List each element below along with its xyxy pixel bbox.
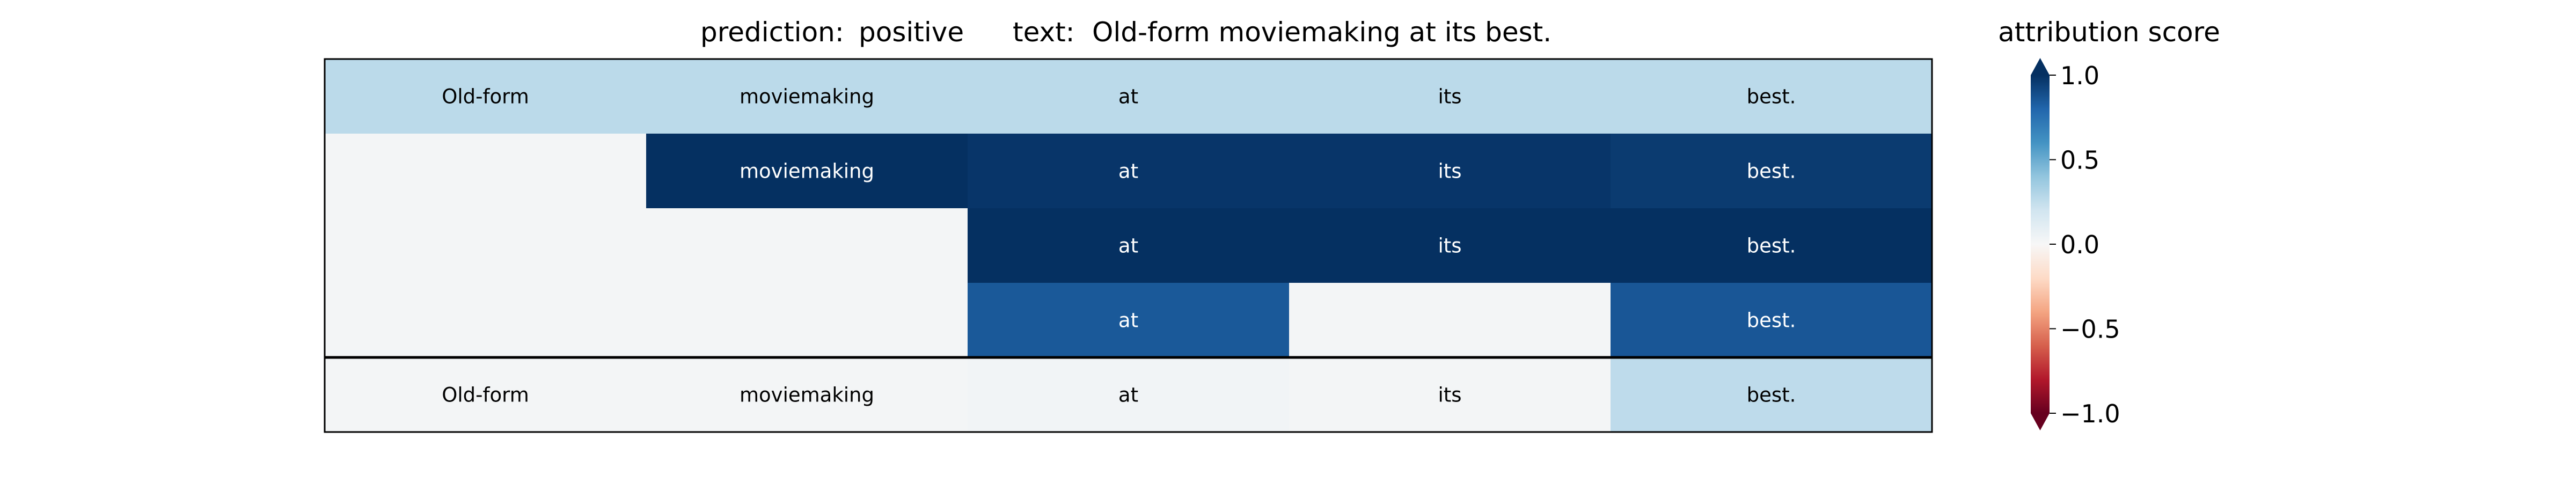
heatmap-cell (1289, 283, 1611, 358)
heatmap-cell-label: its (1438, 160, 1461, 183)
heatmap-cell-label: at (1118, 85, 1138, 108)
heatmap-cell (325, 208, 647, 283)
colorbar-extend-top (2031, 58, 2050, 75)
heatmap-cell-label: Old-form (442, 384, 529, 407)
colorbar-tick-label: 0.5 (2060, 146, 2099, 175)
heatmap-cell-label: best. (1747, 160, 1796, 183)
heatmap-cell-label: at (1118, 384, 1138, 407)
colorbar-tick-label: 1.0 (2060, 61, 2099, 90)
heatmap-cell-label: at (1118, 309, 1138, 332)
heatmap-cell (646, 357, 968, 433)
heatmap-cell-label: at (1118, 235, 1138, 258)
heatmap-cell (1289, 357, 1611, 433)
heatmap-cell (646, 208, 968, 283)
heatmap-cell (1289, 134, 1611, 209)
heatmap-cell (968, 283, 1290, 358)
heatmap-cell (968, 134, 1290, 209)
heatmap-cell-label: best. (1747, 85, 1796, 108)
heatmap-cell-label: Old-form (442, 85, 529, 108)
heatmap-cell (325, 283, 647, 358)
heatmap-cell-label: best. (1747, 384, 1796, 407)
heatmap-cell-label: moviemaking (740, 384, 874, 407)
heatmap-cell (646, 283, 968, 358)
colorbar-extend-bottom (2031, 413, 2050, 430)
heatmap-cell-label: best. (1747, 235, 1796, 258)
colorbar: attribution score 1.0 0.5 0.0 −0.5 −1.0 (1998, 17, 2220, 430)
colorbar-gradient (2031, 75, 2050, 413)
heatmap-cell (325, 357, 647, 433)
heatmap-cell (1611, 208, 1933, 283)
colorbar-title: attribution score (1998, 17, 2220, 48)
heatmap-cell-label: moviemaking (740, 85, 874, 108)
heatmap-cell (968, 208, 1290, 283)
heatmap-cell (968, 59, 1290, 134)
heatmap-cell (325, 134, 647, 209)
heatmap-cell-label: its (1438, 384, 1461, 407)
title-text-value: Old-form moviemaking at its best. (1092, 17, 1552, 48)
colorbar-tick-label: −0.5 (2060, 315, 2120, 344)
heatmap: Old-form moviemaking at its best. moviemaking… (324, 58, 1933, 433)
heatmap-cell (325, 59, 647, 134)
colorbar-ticks: 1.0 0.5 0.0 −0.5 −1.0 (2050, 61, 2120, 428)
colorbar-tick-label: 0.0 (2060, 230, 2099, 259)
title-prediction-value: positive (859, 17, 964, 48)
heatmap-cell (1289, 59, 1611, 134)
title-prediction-label: prediction: (700, 17, 844, 48)
heatmap-cell-label: at (1118, 160, 1138, 183)
title-text-label: text: (1013, 17, 1075, 48)
heatmap-cell-label: moviemaking (740, 160, 874, 183)
heatmap-cell (1611, 283, 1933, 358)
heatmap-cell (1611, 59, 1933, 134)
heatmap-cell (968, 357, 1290, 433)
heatmap-cell (1611, 134, 1933, 209)
heatmap-cell (646, 134, 968, 209)
heatmap-cell-label: best. (1747, 309, 1796, 332)
heatmap-frame (324, 58, 1933, 433)
heatmap-cell-label: its (1438, 85, 1461, 108)
heatmap-cell (646, 59, 968, 134)
heatmap-cell-label: its (1438, 235, 1461, 258)
heatmap-cell (1289, 208, 1611, 283)
heatmap-cell (1611, 357, 1933, 433)
colorbar-tick-label: −1.0 (2060, 399, 2120, 428)
